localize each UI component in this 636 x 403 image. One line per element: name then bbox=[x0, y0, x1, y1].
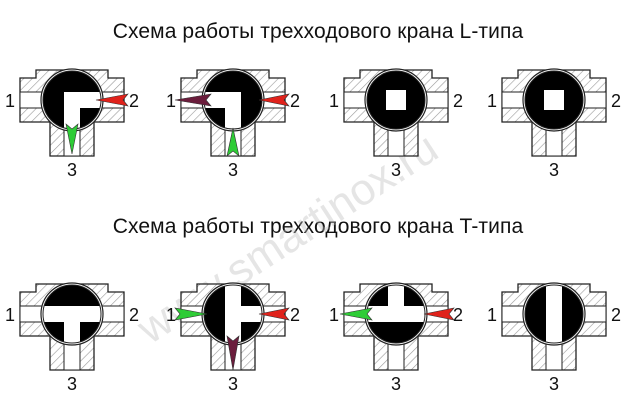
port-label-3: 3 bbox=[228, 374, 238, 394]
port-label-1: 1 bbox=[487, 91, 497, 111]
port-label-2: 2 bbox=[290, 305, 300, 325]
valve-l-position-3: 1 2 3 bbox=[329, 68, 463, 180]
purple-arrow bbox=[226, 335, 240, 371]
flow-arrows bbox=[65, 93, 455, 371]
port-label-2: 2 bbox=[453, 91, 463, 111]
port-label-2: 2 bbox=[611, 91, 621, 111]
green-arrow bbox=[65, 123, 79, 155]
port-label-3: 3 bbox=[67, 160, 77, 180]
valve-ball bbox=[42, 284, 102, 344]
purple-arrow bbox=[174, 93, 212, 107]
valve-ball bbox=[524, 284, 584, 344]
port-label-2: 2 bbox=[453, 305, 463, 325]
port-label-2: 2 bbox=[290, 91, 300, 111]
valve-t-position-2: 1 2 3 bbox=[166, 282, 300, 394]
green-arrow bbox=[174, 307, 208, 321]
valve-ball bbox=[524, 70, 584, 130]
valve-l-position-2: 1 2 3 bbox=[166, 68, 300, 180]
port-label-3: 3 bbox=[391, 374, 401, 394]
port-label-1: 1 bbox=[5, 305, 15, 325]
green-arrow bbox=[226, 127, 240, 157]
port-label-3: 3 bbox=[228, 160, 238, 180]
port-label-2: 2 bbox=[129, 305, 139, 325]
valve-ball bbox=[203, 284, 263, 344]
port-label-1: 1 bbox=[166, 91, 176, 111]
valve-ball bbox=[203, 70, 263, 130]
valve-t-position-4: 1 2 3 bbox=[487, 282, 621, 394]
port-label-3: 3 bbox=[549, 374, 559, 394]
port-label-3: 3 bbox=[67, 374, 77, 394]
red-arrow bbox=[258, 307, 290, 321]
valve-l-position-4: 1 2 3 bbox=[487, 68, 621, 180]
port-label-1: 1 bbox=[487, 305, 497, 325]
red-arrow bbox=[95, 93, 129, 107]
red-arrow bbox=[423, 307, 455, 321]
port-label-1: 1 bbox=[329, 305, 339, 325]
port-label-2: 2 bbox=[611, 305, 621, 325]
port-label-1: 1 bbox=[166, 305, 176, 325]
valve-ball bbox=[366, 70, 426, 130]
valve-t-position-3: 1 2 3 bbox=[329, 282, 463, 394]
t-type-title: Схема работы трехходового крана T-типа bbox=[112, 215, 524, 238]
valve-ball bbox=[42, 70, 102, 130]
port-label-3: 3 bbox=[391, 160, 401, 180]
valve-ball bbox=[366, 284, 426, 344]
green-arrow bbox=[339, 307, 373, 321]
valve-l-position-1: 1 2 3 bbox=[5, 68, 139, 180]
port-label-2: 2 bbox=[129, 91, 139, 111]
port-label-3: 3 bbox=[549, 160, 559, 180]
red-arrow bbox=[258, 93, 290, 107]
l-type-title: Схема работы трехходового крана L-типа bbox=[112, 20, 524, 43]
port-label-1: 1 bbox=[329, 91, 339, 111]
valve-t-position-1: 1 2 3 bbox=[5, 282, 139, 394]
port-label-1: 1 bbox=[5, 91, 15, 111]
